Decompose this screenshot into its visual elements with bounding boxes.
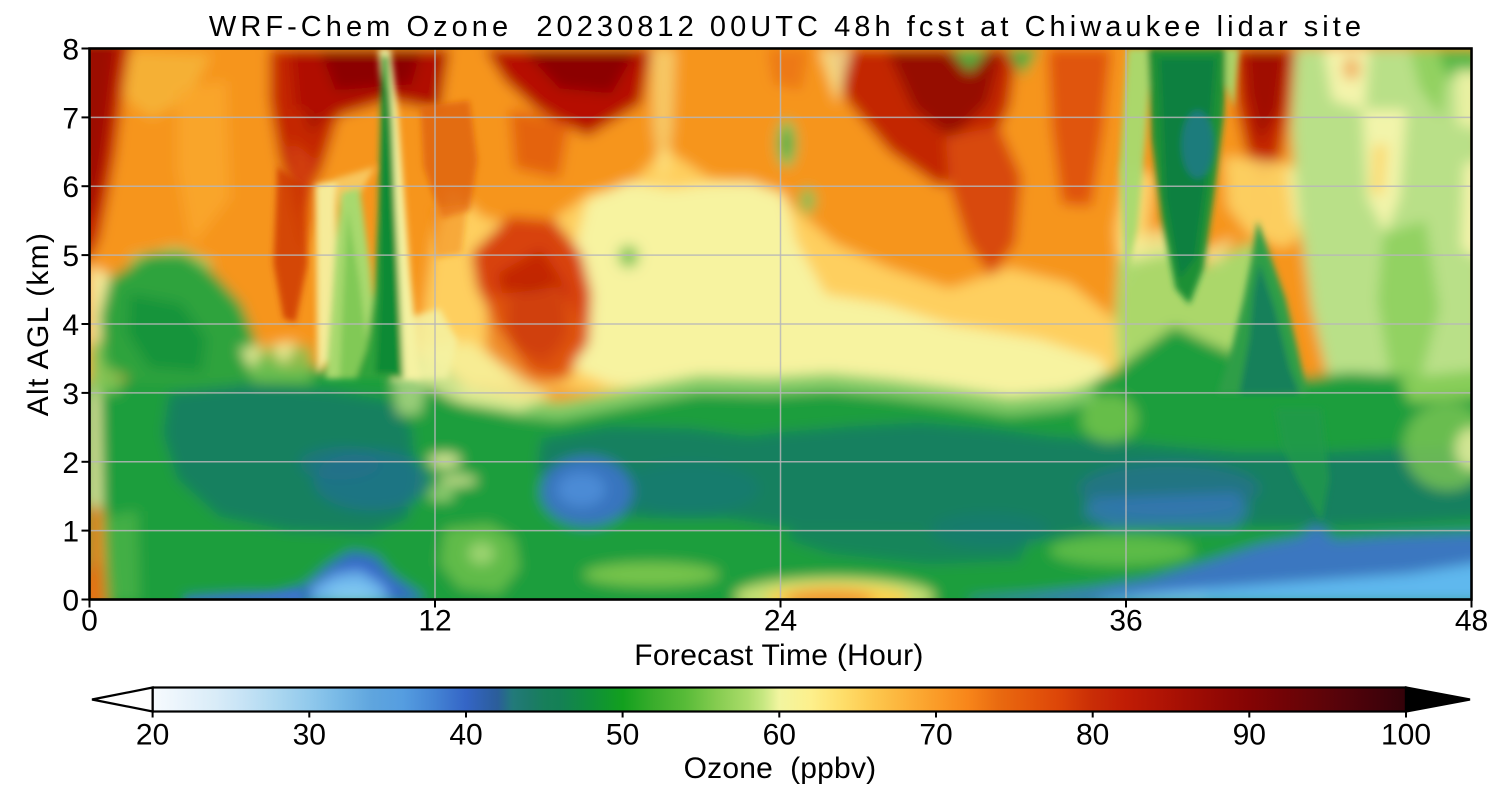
svg-text:12: 12	[418, 605, 451, 638]
svg-text:2: 2	[62, 447, 79, 480]
svg-text:80: 80	[1076, 719, 1109, 752]
svg-text:0: 0	[62, 585, 79, 618]
svg-text:1: 1	[62, 516, 79, 549]
svg-text:20: 20	[136, 719, 169, 752]
svg-text:6: 6	[62, 171, 79, 204]
svg-text:48: 48	[1455, 605, 1488, 638]
svg-text:Ozone (ppbv): Ozone (ppbv)	[684, 752, 877, 785]
svg-text:36: 36	[1109, 605, 1142, 638]
svg-text:3: 3	[62, 378, 79, 411]
svg-text:24: 24	[764, 605, 797, 638]
svg-text:90: 90	[1233, 719, 1266, 752]
svg-text:70: 70	[919, 719, 952, 752]
svg-text:40: 40	[449, 719, 482, 752]
svg-text:0: 0	[81, 605, 98, 638]
svg-text:WRF-Chem Ozone 20230812 00UTC: WRF-Chem Ozone 20230812 00UTC 48h fcst a…	[209, 11, 1365, 43]
svg-text:50: 50	[606, 719, 639, 752]
svg-text:30: 30	[293, 719, 326, 752]
svg-text:4: 4	[62, 309, 79, 342]
svg-text:7: 7	[62, 102, 79, 135]
svg-text:5: 5	[62, 240, 79, 273]
svg-text:Alt AGL (km): Alt AGL (km)	[22, 232, 55, 417]
svg-text:60: 60	[763, 719, 796, 752]
svg-text:100: 100	[1381, 719, 1431, 752]
svg-text:Forecast Time (Hour): Forecast Time (Hour)	[634, 639, 923, 672]
svg-text:8: 8	[62, 34, 79, 67]
